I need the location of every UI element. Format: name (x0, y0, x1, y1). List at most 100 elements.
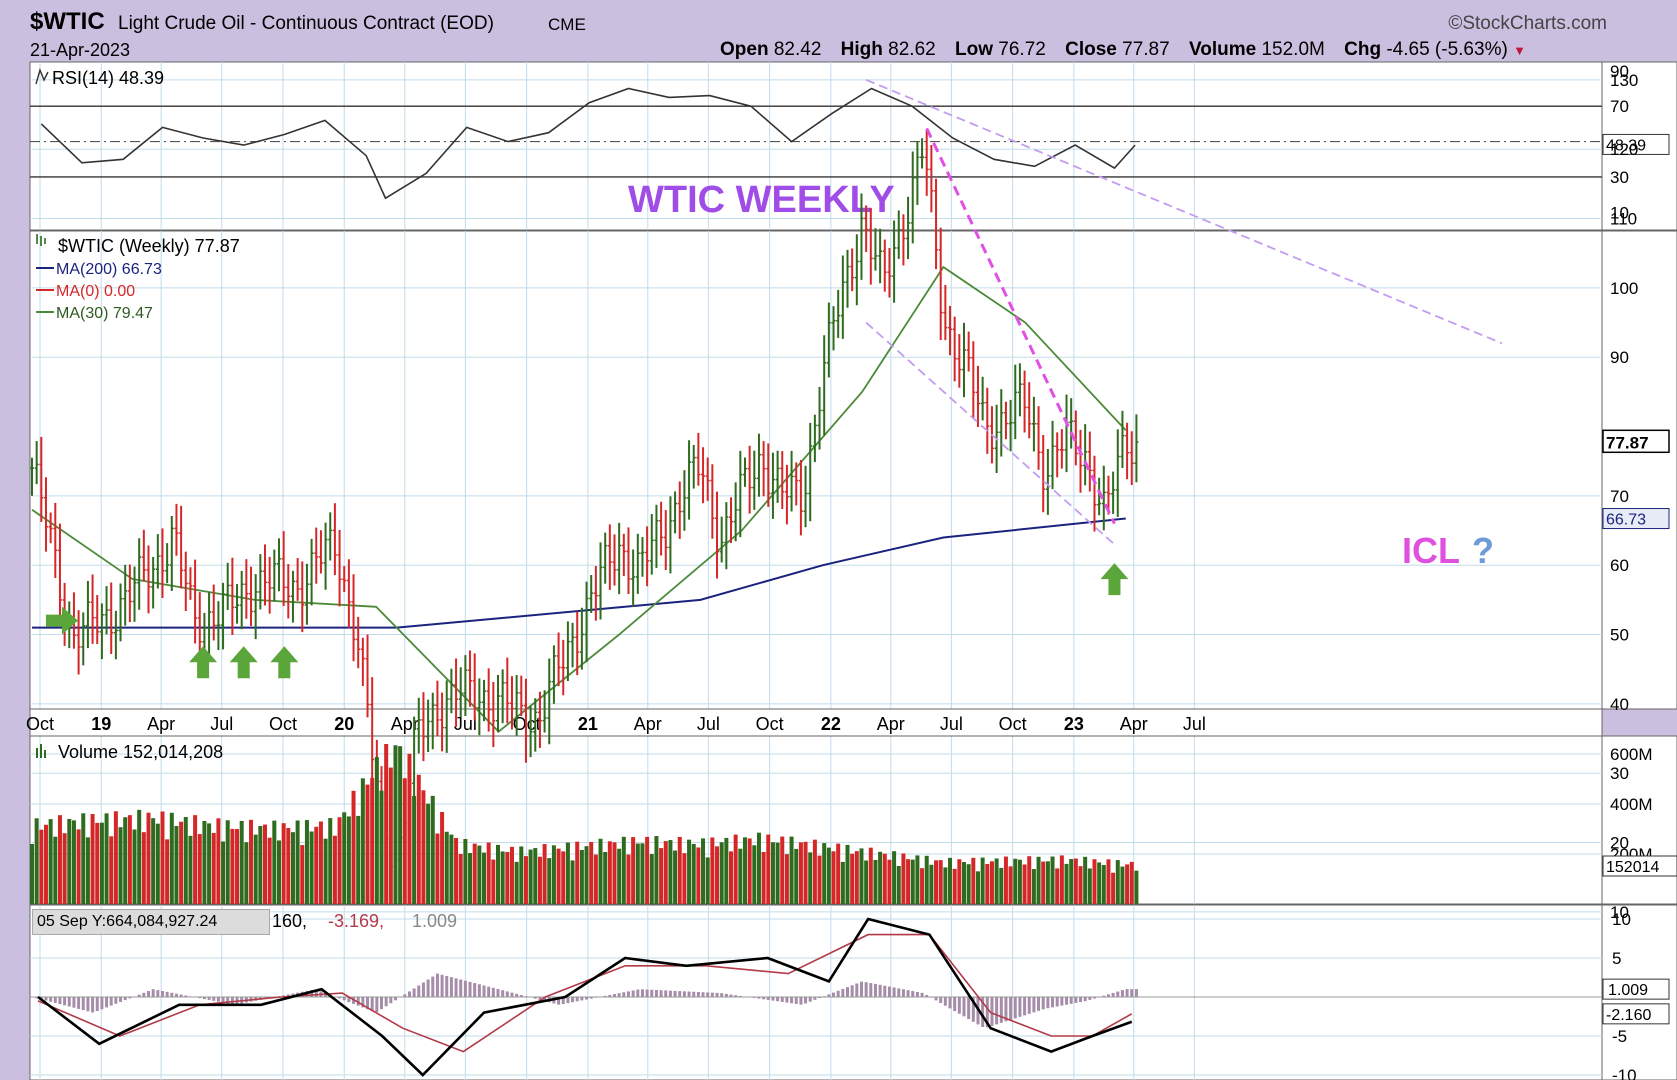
volume-bar (458, 853, 463, 904)
volume-bar (328, 818, 333, 904)
volume-current-box (1602, 855, 1677, 877)
volume-bar (1083, 856, 1088, 904)
volume-bar (882, 853, 887, 904)
macd-hist-current-box (1602, 978, 1670, 1000)
macd-tick-label: 5 (1612, 949, 1621, 968)
volume-bar (1017, 859, 1022, 904)
macd-histogram-bar (813, 997, 817, 1000)
macd-histogram-bar (380, 997, 383, 1010)
arrow-up-icon (1100, 563, 1129, 596)
macd-histogram-bar (286, 994, 290, 997)
volume-bar (631, 837, 636, 904)
volume-bar (304, 820, 309, 904)
volume-bar (659, 848, 664, 904)
macd-histogram-bar (1051, 997, 1055, 1008)
volume-bar (756, 832, 761, 904)
x-tick-label: Apr (634, 714, 662, 734)
macd-histogram-bar (710, 992, 714, 997)
volume-bar (216, 818, 221, 904)
ma200-line (32, 517, 1126, 629)
volume-bar (533, 848, 538, 904)
macd-histogram-bar (827, 994, 831, 997)
macd-histogram-bar (491, 987, 495, 997)
rsi-legend-icon (35, 67, 49, 85)
macd-histogram-bar (519, 995, 523, 997)
open-label: Open (720, 39, 769, 60)
macd-histogram-bar (957, 997, 961, 1014)
volume-bar (221, 841, 226, 904)
price-tick-label: 130 (1610, 71, 1638, 90)
volume-bar (528, 849, 533, 904)
brand-logo[interactable]: ©StockCharts.com (1448, 13, 1607, 34)
volume-legend-icon (36, 744, 46, 758)
volume-bar (496, 844, 500, 904)
macd-histogram-bar (533, 997, 537, 999)
macd-histogram-bar (995, 997, 999, 1025)
macd-histogram-bar (95, 997, 99, 1012)
volume-bar (822, 843, 827, 904)
macd-histogram-bar (771, 997, 775, 1001)
price-bars (30, 129, 1139, 892)
macd-histogram-bar (53, 997, 57, 1003)
macd-histogram-bar (361, 997, 365, 1008)
macd-histogram-bar (347, 997, 351, 1003)
volume-bar (132, 829, 137, 904)
macd-histogram-bar (654, 989, 658, 997)
macd-histogram-bar (892, 987, 896, 997)
macd-histogram-bar (1018, 997, 1022, 1017)
volume-bar (724, 837, 729, 904)
macd-histogram-bar (906, 990, 910, 997)
macd-histogram-bar (63, 997, 67, 1006)
macd-histogram-bar (557, 997, 561, 1005)
macd-histogram-bar (640, 989, 644, 997)
volume-bar (95, 822, 100, 904)
macd-histogram-bar (1111, 992, 1115, 997)
volume-bar (123, 817, 128, 904)
volume-bar (286, 828, 291, 904)
macd-histogram-bar (389, 997, 393, 1004)
volume-bar (579, 849, 584, 904)
macd-histogram-bar (1023, 997, 1027, 1016)
rsi-current-box (1602, 133, 1670, 155)
volume-bar (1031, 869, 1036, 904)
volume-bar (1059, 855, 1064, 904)
macd-histogram-bar (435, 973, 439, 997)
macd-histogram-bar (1116, 991, 1120, 997)
volume-bar (975, 871, 980, 904)
volume-bar (323, 838, 328, 904)
macd-histogram-bar (911, 991, 915, 997)
volume-bar (314, 826, 319, 904)
volume-bar (337, 817, 342, 904)
macd-histogram-bar (990, 997, 994, 1026)
volume-bar (332, 835, 337, 904)
macd-histogram-bar (147, 991, 150, 997)
price-tick-label: 120 (1610, 140, 1638, 159)
volume-bar (561, 851, 566, 904)
volume-bar (398, 746, 403, 904)
rsi-legend: RSI(14) 48.39 (52, 68, 164, 88)
macd-histogram-bar (780, 997, 784, 1002)
macd-histogram-bar (384, 997, 388, 1007)
macd-histogram-bar (1120, 990, 1124, 997)
volume-bar (202, 820, 207, 904)
ma30-legend: MA(30) 79.47 (56, 305, 153, 322)
volume-bar (966, 864, 971, 904)
macd-histogram-bar (678, 991, 682, 997)
macd-histogram-bar (971, 997, 975, 1022)
macd-histogram-bar (184, 995, 188, 997)
volume-bar (365, 784, 370, 904)
macd-histogram-bar (487, 986, 491, 997)
macd-histogram-bar (589, 997, 593, 999)
volume-bar (477, 845, 482, 904)
volume-bar (729, 851, 733, 904)
volume-bar (934, 860, 939, 904)
macd-histogram-bar (151, 989, 155, 997)
price-tick-label: 50 (1610, 626, 1629, 645)
macd-histogram-bar (967, 997, 971, 1020)
macd-histogram-bar (645, 989, 649, 997)
macd-histogram-bar (216, 997, 220, 1002)
macd-histogram-bar (850, 985, 854, 997)
x-tick-label: 20 (334, 714, 354, 734)
volume-bar (155, 823, 160, 904)
volume-bar (948, 857, 953, 904)
